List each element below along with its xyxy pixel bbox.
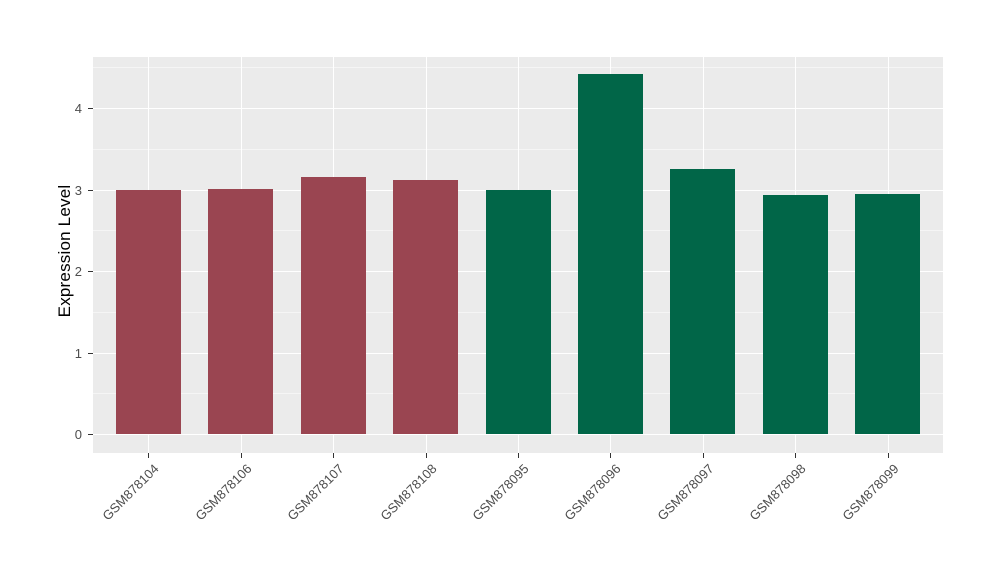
bar-GSM878106 bbox=[208, 188, 274, 434]
bar-GSM878095 bbox=[485, 190, 551, 434]
x-tick-mark bbox=[518, 453, 519, 458]
x-tick-label-GSM878098: GSM878098 bbox=[746, 461, 809, 524]
x-tick-mark bbox=[425, 453, 427, 458]
x-tick-mark bbox=[240, 453, 242, 458]
y-tick-label: 4 bbox=[74, 101, 82, 116]
x-tick-label-GSM878097: GSM878097 bbox=[654, 461, 717, 524]
x-tick-mark bbox=[795, 453, 797, 458]
y-axis-title: Expression Level bbox=[55, 184, 74, 318]
bar-GSM878096 bbox=[577, 73, 643, 434]
bar-GSM878098 bbox=[762, 195, 828, 434]
bar-GSM878107 bbox=[300, 177, 366, 434]
x-tick-label-GSM878095: GSM878095 bbox=[469, 461, 532, 524]
y-tick-mark bbox=[88, 108, 93, 109]
y-tick-label: 3 bbox=[74, 182, 82, 198]
y-tick-label: 2 bbox=[74, 264, 82, 279]
x-tick-label-GSM878106: GSM878106 bbox=[192, 461, 255, 524]
x-tick-mark bbox=[148, 453, 150, 458]
bar-GSM878097 bbox=[670, 169, 736, 434]
bar-GSM878104 bbox=[115, 189, 181, 434]
plot-panel bbox=[93, 57, 943, 453]
x-tick-mark bbox=[610, 453, 612, 458]
x-tick-label-GSM878099: GSM878099 bbox=[838, 461, 902, 524]
bar-GSM878099 bbox=[855, 193, 921, 434]
x-tick-label-GSM878104: GSM878104 bbox=[99, 461, 163, 524]
y-tick-mark bbox=[88, 189, 93, 191]
x-tick-label-GSM878107: GSM878107 bbox=[284, 461, 347, 524]
x-tick-mark bbox=[702, 453, 704, 458]
y-tick-mark bbox=[88, 434, 93, 435]
y-tick-label: 1 bbox=[74, 345, 82, 361]
x-tick-mark bbox=[333, 453, 335, 458]
y-tick-label: 0 bbox=[74, 427, 82, 442]
bar-GSM878108 bbox=[393, 179, 459, 434]
x-tick-mark bbox=[887, 453, 889, 458]
x-tick-label-GSM878108: GSM878108 bbox=[376, 461, 440, 524]
y-tick-mark bbox=[88, 352, 93, 354]
y-tick-mark bbox=[88, 271, 93, 272]
x-tick-label-GSM878096: GSM878096 bbox=[561, 461, 624, 524]
